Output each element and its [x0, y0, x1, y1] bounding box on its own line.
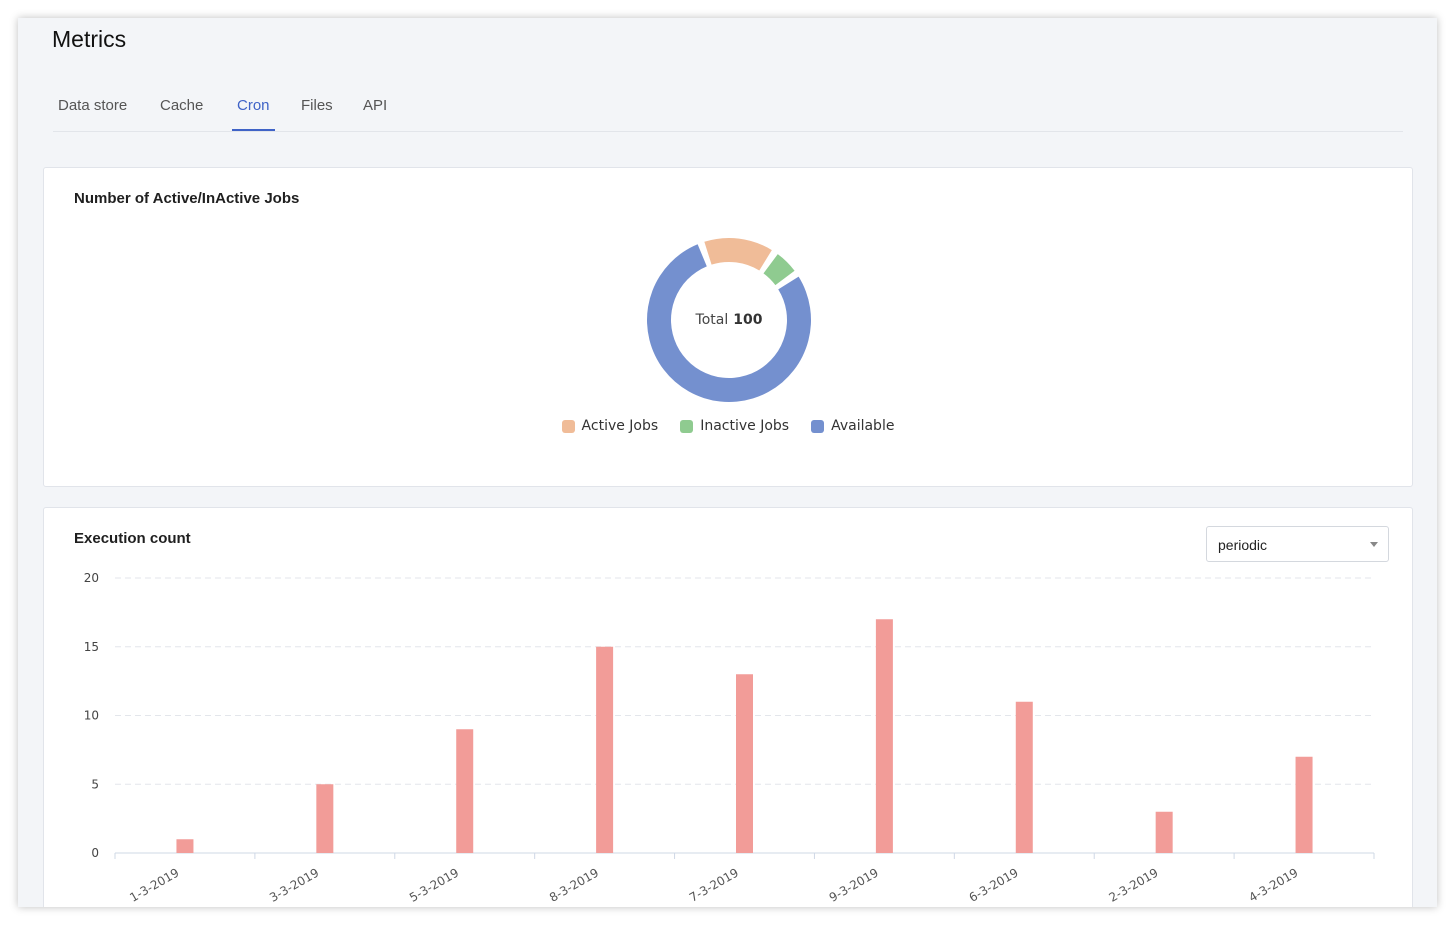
legend-label-active-jobs: Active Jobs: [581, 418, 659, 434]
donut-total-value: 100: [733, 312, 763, 328]
execution-bar-chart: 0 5 10 15 20 1-3-2019 3-3-2019 5-3-2019 8-3-2019…: [84, 571, 1375, 905]
chevron-down-icon: [1370, 542, 1378, 547]
bar-8-3-2019[interactable]: [596, 646, 614, 853]
bar-1-3-2019[interactable]: [176, 839, 194, 853]
bar-5-3-2019[interactable]: [456, 729, 474, 853]
legend-swatch-inactive-jobs: [680, 419, 694, 433]
bar-3-3-2019[interactable]: [316, 784, 334, 853]
jobs-card-title: Number of Active/InActive Jobs: [74, 190, 300, 207]
bar-6-3-2019[interactable]: [1015, 701, 1033, 853]
donut-total-label: Total: [695, 312, 729, 328]
tab-cron[interactable]: Cron: [232, 78, 275, 131]
period-select[interactable]: periodic: [1206, 526, 1389, 562]
bar-4-3-2019[interactable]: [1295, 756, 1313, 853]
y-tick-label: 0: [91, 846, 99, 860]
x-tick-label: 3-3-2019: [267, 865, 321, 904]
legend-label-available: Available: [831, 418, 895, 434]
tab-bar: Data store Cache Cron Files API: [53, 78, 1403, 132]
x-tick-label: 5-3-2019: [407, 865, 461, 904]
legend-item-inactive-jobs[interactable]: Inactive Jobs: [680, 418, 789, 434]
bar-2-3-2019[interactable]: [1155, 811, 1173, 853]
donut-slice-inactive-jobs[interactable]: [763, 254, 795, 286]
execution-card-title: Execution count: [74, 530, 191, 547]
bar-7-3-2019[interactable]: [736, 674, 753, 853]
tab-cache[interactable]: Cache: [160, 97, 204, 114]
legend-swatch-active-jobs: [561, 419, 575, 433]
tab-api[interactable]: API: [363, 97, 388, 114]
donut-slice-active-jobs[interactable]: [704, 238, 772, 271]
legend-item-available[interactable]: Available: [811, 418, 894, 434]
page-title: Metrics: [52, 26, 127, 52]
y-tick-label: 20: [84, 571, 99, 585]
tab-files[interactable]: Files: [301, 97, 333, 114]
legend-item-active-jobs[interactable]: Active Jobs: [561, 418, 659, 434]
x-tick-label: 4-3-2019: [1246, 865, 1300, 904]
x-tick-label: 6-3-2019: [967, 865, 1021, 904]
jobs-donut-chart: Total 100: [644, 235, 814, 405]
y-tick-label: 10: [84, 709, 99, 723]
x-tick-label: 2-3-2019: [1106, 865, 1160, 904]
x-tick-label: 1-3-2019: [127, 865, 181, 904]
execution-card: Execution count periodic 0 5 10 15 20 1-3-201…: [43, 507, 1413, 907]
x-tick-label: 7-3-2019: [687, 865, 741, 904]
bar-9-3-2019[interactable]: [875, 619, 893, 853]
app-window: Metrics Data store Cache Cron Files API …: [18, 18, 1437, 907]
x-tick-label: 8-3-2019: [547, 865, 601, 904]
jobs-legend: Active Jobs Inactive Jobs Available: [44, 418, 1412, 434]
jobs-card: Number of Active/InActive Jobs Total 100…: [43, 167, 1413, 487]
legend-label-inactive-jobs: Inactive Jobs: [700, 418, 790, 434]
x-tick-label: 9-3-2019: [827, 865, 881, 904]
donut-total: Total 100: [644, 235, 814, 405]
period-select-value: periodic: [1218, 537, 1268, 553]
tab-data-store[interactable]: Data store: [58, 97, 128, 114]
y-tick-label: 15: [84, 640, 99, 654]
y-tick-label: 5: [91, 777, 99, 791]
legend-swatch-available: [811, 419, 825, 433]
donut-slice-available[interactable]: [647, 244, 811, 402]
